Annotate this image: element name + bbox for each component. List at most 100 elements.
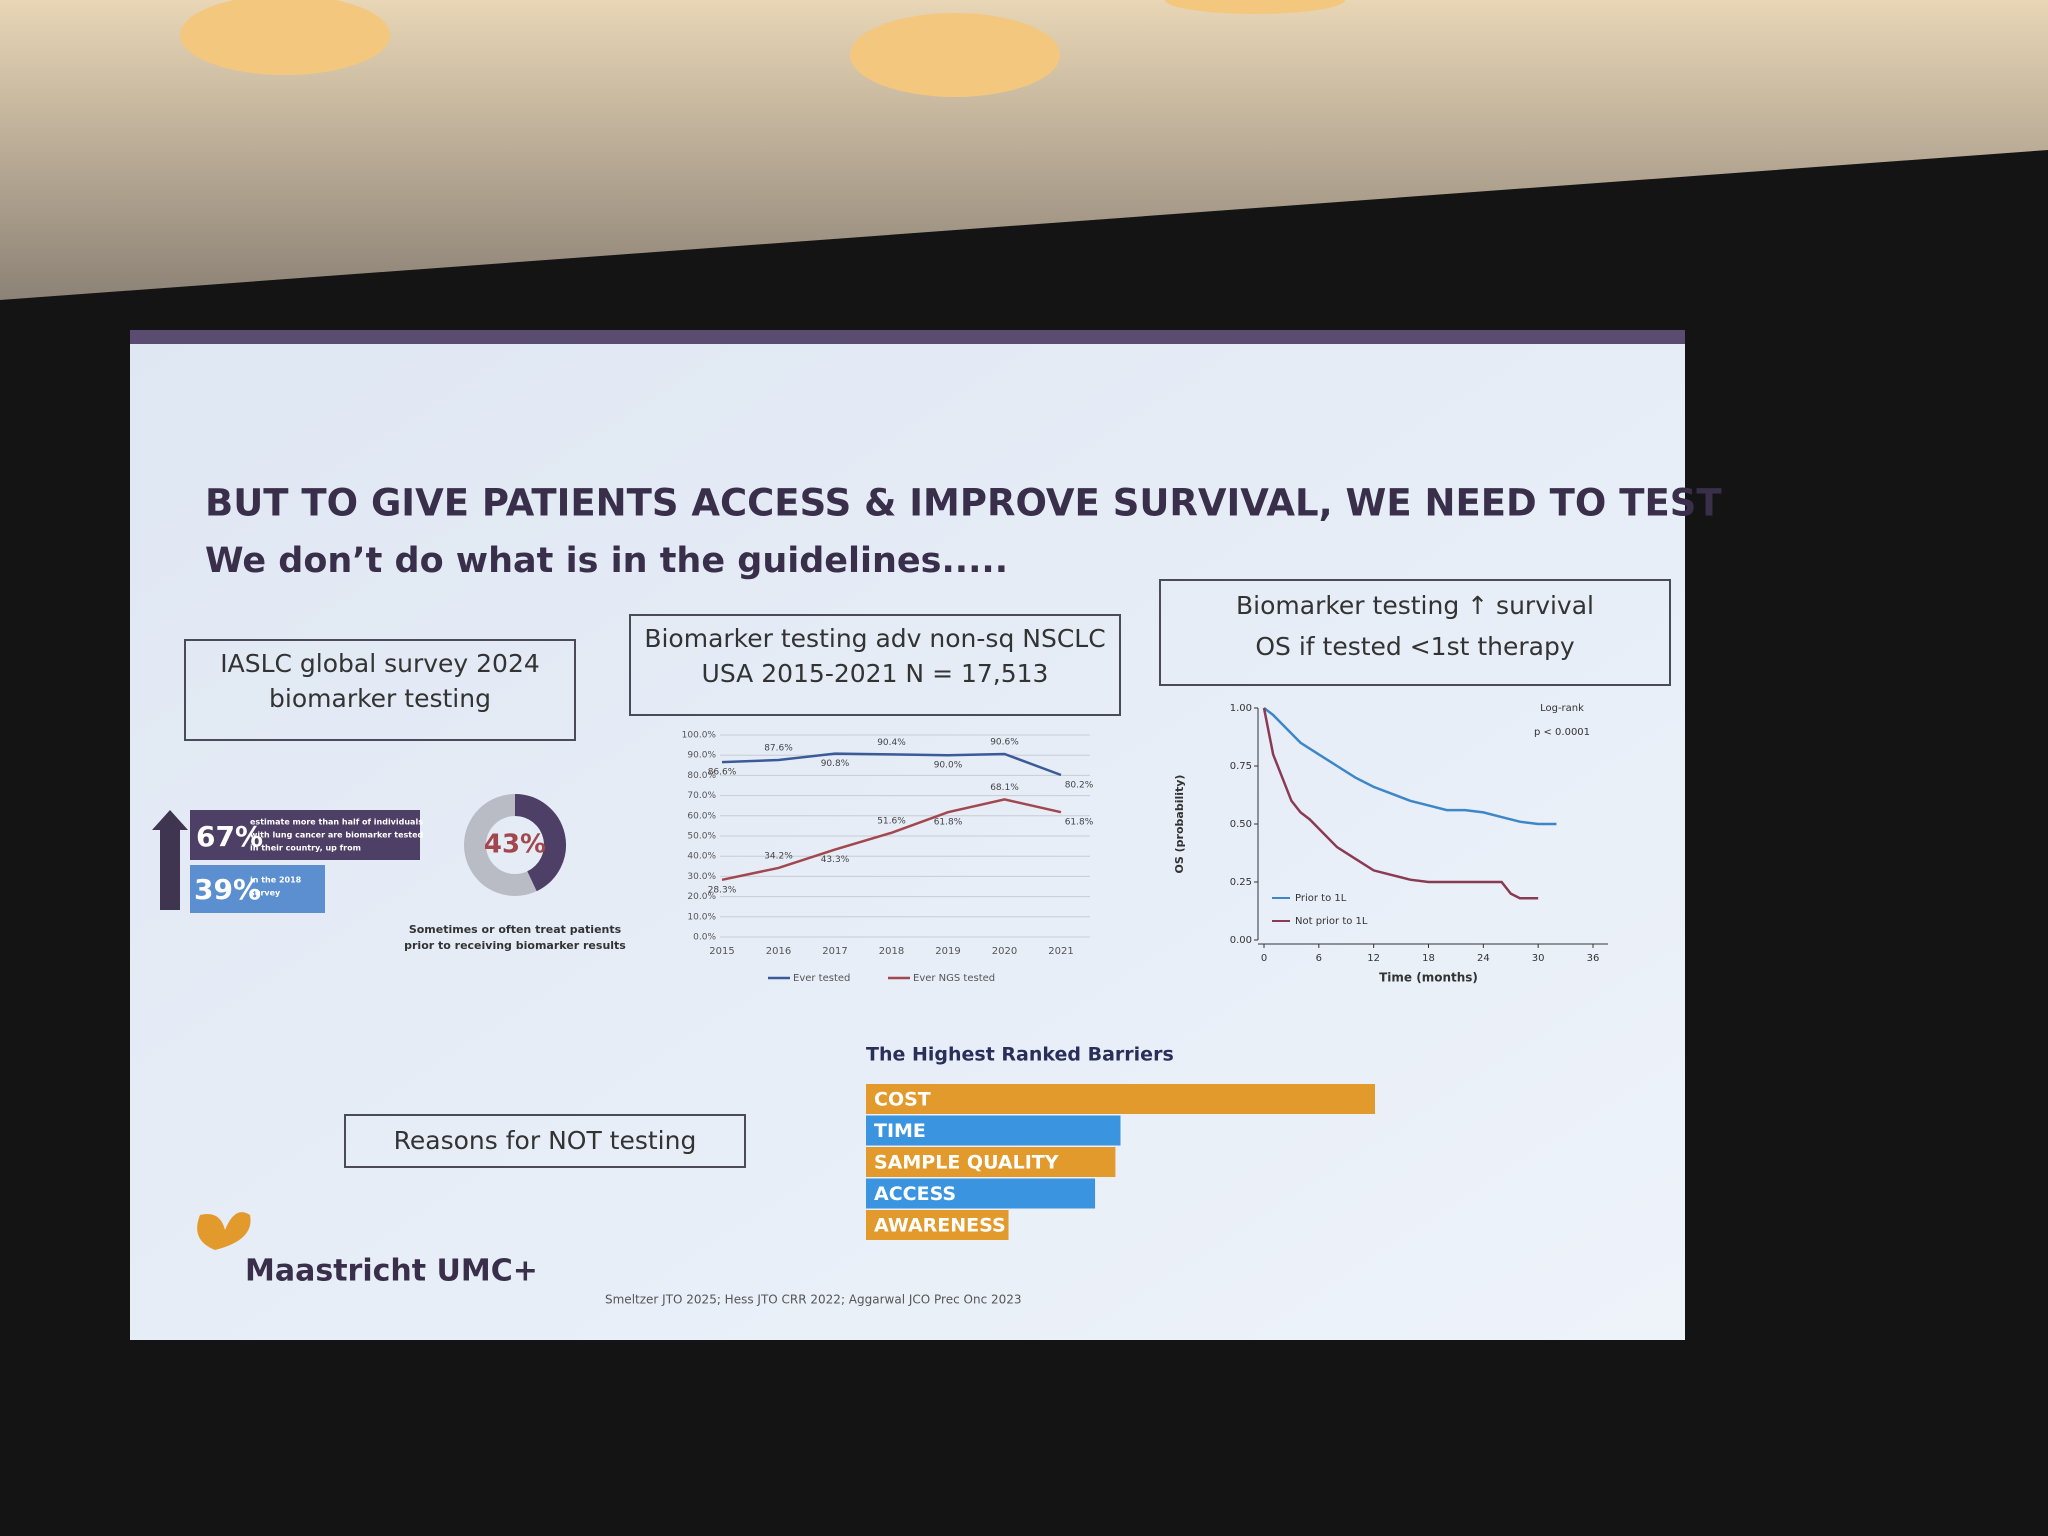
box-text: Biomarker testing adv non-sq NSCLC [644,624,1105,653]
y-tick-label: 0.50 [1230,819,1252,830]
bar-label: TIME [874,1120,926,1142]
donut-arc [514,794,566,892]
survival-curve [1262,707,1539,900]
y-tick-label: 50.0% [687,832,716,842]
x-tick-label: 0 [1261,953,1267,964]
box [1159,579,1671,686]
y-tick-label: 30.0% [687,872,716,882]
value-label: 86.6% [708,768,737,778]
stat-text: in the 2018 [250,876,302,885]
y-tick-label: 100.0% [682,731,717,741]
x-tick-label: 2021 [1048,946,1073,957]
value-label: 61.8% [1065,818,1094,828]
stat-text: estimate more than half of individuals [250,818,423,827]
bar [866,1084,1375,1114]
stat-text: with lung cancer are biomarker tested [250,831,424,840]
x-tick-label: 30 [1532,953,1545,964]
y-tick-label: 80.0% [687,771,716,781]
x-tick-label: 6 [1316,953,1322,964]
box [344,1114,746,1168]
bar [866,1115,1121,1146]
y-tick-label: 20.0% [687,892,716,902]
x-axis-label: Time (months) [1379,971,1478,985]
y-axis-label: OS (probability) [1173,775,1186,874]
y-tick-label: 70.0% [687,791,716,801]
box-text: IASLC global survey 2024 [220,649,540,678]
x-tick-label: 2016 [766,946,791,957]
bar [866,1147,1116,1177]
value-label: 90.8% [821,759,850,769]
y-tick-label: 1.00 [1230,703,1252,714]
y-tick-label: 0.0% [693,933,716,943]
value-label: 51.6% [877,816,906,826]
value-label: 68.1% [990,783,1019,793]
x-tick-label: 2015 [709,946,734,957]
slide-title: BUT TO GIVE PATIENTS ACCESS & IMPROVE SU… [205,482,1722,525]
x-tick-label: 18 [1422,953,1435,964]
box-text: OS if tested <1st therapy [1255,632,1575,661]
slide-subtitle: We don’t do what is in the guidelines...… [205,541,1008,581]
box [629,614,1121,716]
value-label: 28.3% [708,885,737,895]
y-tick-label: 0.00 [1230,935,1252,946]
x-tick-label: 2020 [992,946,1017,957]
y-tick-label: 10.0% [687,912,716,922]
arrow [152,810,188,910]
slide-band [130,330,1685,344]
value-label: 80.2% [1065,780,1094,790]
logo-text: Maastricht UMC+ [245,1254,538,1289]
stat-box [190,810,420,860]
footnote: Smeltzer JTO 2025; Hess JTO CRR 2022; Ag… [605,1293,1022,1307]
bar-label: AWARENESS [874,1215,1006,1237]
y-tick-label: 90.0% [687,751,716,761]
legend-label: Ever NGS tested [913,973,995,984]
value-label: 43.3% [821,855,850,865]
charts: 43% Sometimes or often treat patients prio… [404,703,1608,1240]
value-label: 61.8% [934,818,963,828]
bar-label: SAMPLE QUALITY [874,1152,1059,1174]
x-tick-label: 2017 [822,946,847,957]
value-label: 87.6% [764,744,793,754]
line [721,752,1062,777]
y-tick-label: 0.25 [1230,877,1252,888]
chart-title: The Highest Ranked Barriers [866,1044,1174,1066]
legend-label: Not prior to 1L [1295,916,1368,927]
lamp [1165,0,1345,14]
stat-text: in their country, up from [250,844,361,853]
bar-label: ACCESS [874,1183,956,1205]
donut-caption: Sometimes or often treat patients [409,923,622,936]
x-tick-label: 12 [1367,953,1380,964]
bar-label: COST [874,1089,931,1111]
value-label: 90.4% [877,738,906,748]
box-text: Reasons for NOT testing [394,1126,697,1155]
x-tick-label: 36 [1587,953,1600,964]
annotation: p < 0.0001 [1534,727,1590,738]
box-text: biomarker testing [269,684,491,713]
legend-label: Ever tested [793,973,850,984]
value-label: 34.2% [764,851,793,861]
logo-mark [197,1212,251,1250]
lamp [180,0,390,75]
box-text: Biomarker testing ↑ survival [1236,591,1594,620]
donut-label: 43% [484,830,546,860]
x-tick-label: 2018 [879,946,904,957]
annotation: Log-rank [1540,703,1584,714]
y-tick-label: 0.75 [1230,761,1252,772]
stat-value: 67% [196,820,263,853]
stat-box [190,865,325,913]
x-tick-label: 2019 [935,946,960,957]
y-tick-label: 60.0% [687,811,716,821]
x-tick-label: 24 [1477,953,1490,964]
value-label: 90.0% [934,761,963,771]
stat-text: survey [250,889,281,898]
box-text: USA 2015-2021 N = 17,513 [702,659,1049,688]
y-tick-label: 40.0% [687,852,716,862]
donut-caption: prior to receiving biomarker results [404,939,626,952]
legend-label: Prior to 1L [1295,893,1347,904]
box [184,639,576,741]
lamp [850,13,1060,97]
bar [866,1178,1096,1209]
line [721,798,1062,882]
bar [866,1210,1009,1240]
